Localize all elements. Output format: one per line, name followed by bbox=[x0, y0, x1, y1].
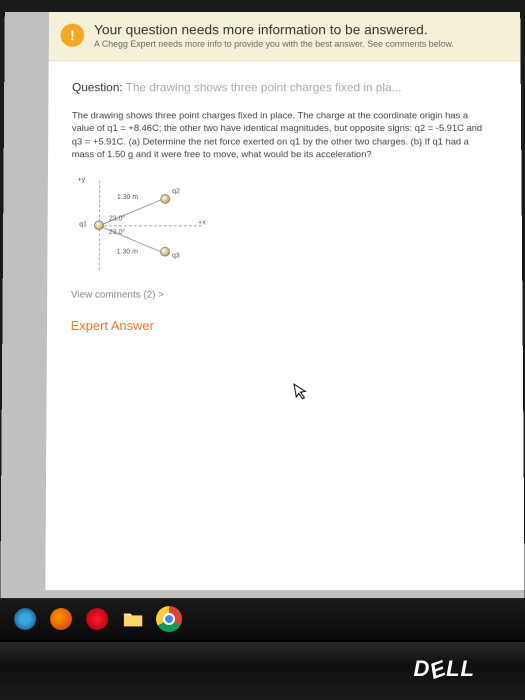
axis-x-label: +x bbox=[198, 220, 206, 227]
info-banner: ! Your question needs more information t… bbox=[49, 12, 521, 61]
q3-label: q3 bbox=[172, 253, 180, 260]
mouse-cursor-icon bbox=[293, 381, 311, 406]
question-title: The drawing shows three point charges fi… bbox=[126, 81, 402, 95]
view-comments-link[interactable]: View comments (2) > bbox=[71, 290, 499, 301]
chrome-icon[interactable] bbox=[154, 604, 184, 634]
ie-icon[interactable] bbox=[10, 604, 40, 634]
banner-title: Your question needs more information to … bbox=[94, 22, 454, 37]
expert-answer-heading: Expert Answer bbox=[71, 318, 499, 333]
warning-icon: ! bbox=[61, 24, 85, 47]
page-content: ! Your question needs more information t… bbox=[45, 12, 524, 590]
charge-q1 bbox=[94, 221, 104, 231]
axis-y-label: +y bbox=[77, 177, 85, 184]
monitor-bezel: DELL bbox=[0, 640, 525, 700]
charge-diagram: +y +x 1.30 m 1.30 m 23.0° 23.0° q1 q2 q3 bbox=[77, 177, 206, 275]
windows-taskbar[interactable] bbox=[0, 598, 525, 640]
r-top-label: 1.30 m bbox=[117, 194, 138, 201]
r-bottom-label: 1.30 m bbox=[117, 249, 138, 256]
angle-top-label: 23.0° bbox=[109, 216, 125, 223]
charge-q3 bbox=[160, 247, 170, 257]
question-label: Question: bbox=[72, 81, 123, 95]
firefox-icon[interactable] bbox=[46, 604, 76, 634]
explorer-icon[interactable] bbox=[118, 604, 148, 634]
charge-q2 bbox=[160, 194, 170, 204]
banner-subtitle: A Chegg Expert needs more info to provid… bbox=[94, 39, 454, 49]
q2-label: q2 bbox=[172, 188, 180, 195]
dell-logo: DELL bbox=[414, 656, 475, 682]
q1-label: q1 bbox=[79, 222, 87, 229]
opera-icon[interactable] bbox=[82, 604, 112, 634]
question-body: The drawing shows three point charges fi… bbox=[72, 110, 498, 162]
angle-bottom-label: 23.0° bbox=[109, 229, 125, 236]
